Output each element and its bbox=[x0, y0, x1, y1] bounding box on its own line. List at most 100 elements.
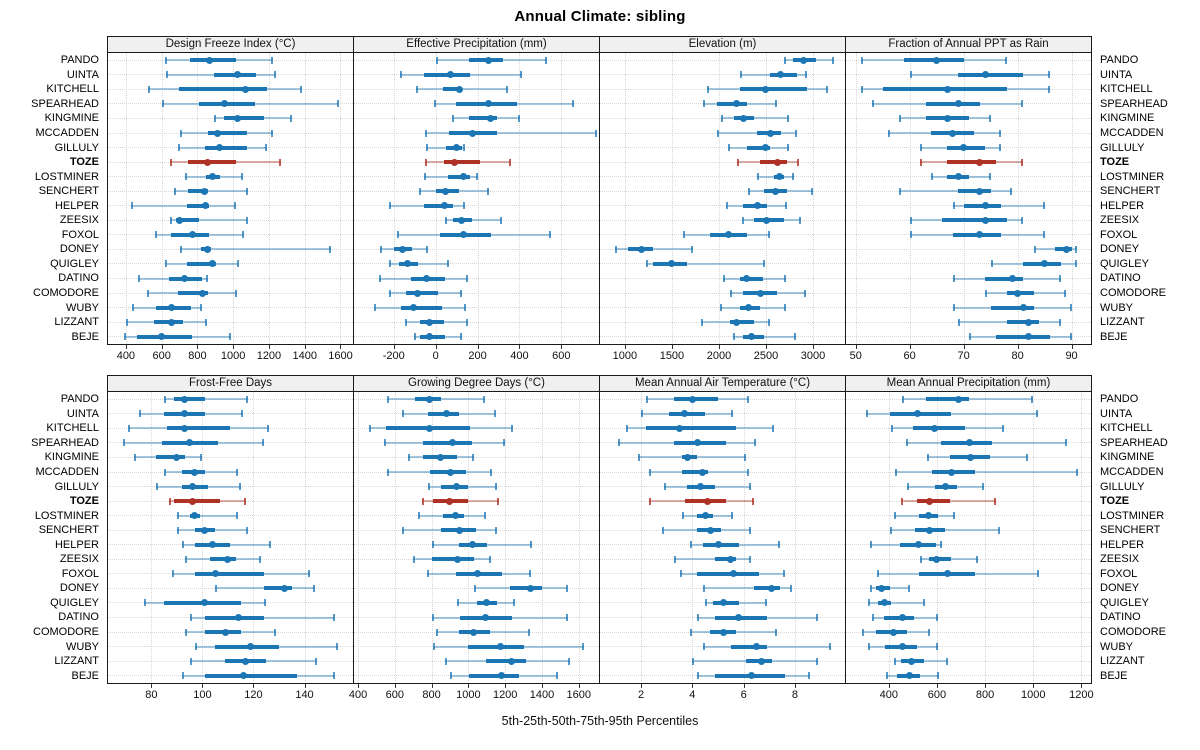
median-dot bbox=[914, 410, 922, 418]
median-dot bbox=[173, 453, 181, 461]
site-label-right: KINGMINE bbox=[1100, 451, 1155, 464]
whisker-cap-5th bbox=[900, 497, 903, 505]
h-gridline bbox=[846, 292, 1091, 294]
whisker-cap-5th bbox=[871, 614, 874, 622]
h-gridline bbox=[846, 587, 1091, 589]
tick-mark bbox=[1071, 345, 1073, 349]
x-axis: 400 600 800 1000 1200 1400 1600 bbox=[349, 684, 600, 709]
site-label-right: FOXOL bbox=[1100, 567, 1138, 580]
median-dot bbox=[960, 144, 968, 152]
h-gridline bbox=[108, 486, 353, 488]
whisker-cap-5th bbox=[123, 439, 126, 447]
whisker-cap-95th bbox=[462, 144, 465, 152]
median-dot bbox=[772, 187, 780, 195]
median-dot bbox=[1041, 260, 1049, 268]
whisker-cap-95th bbox=[483, 512, 486, 520]
median-dot bbox=[898, 614, 906, 622]
whisker-cap-95th bbox=[307, 570, 310, 578]
whisker-cap-95th bbox=[784, 275, 787, 283]
whisker-cap-95th bbox=[785, 202, 788, 210]
whisker-cap-95th bbox=[269, 541, 272, 549]
whisker-cap-5th bbox=[740, 71, 743, 79]
whisker-cap-95th bbox=[266, 424, 269, 432]
tick-mark bbox=[1081, 684, 1083, 688]
median-dot bbox=[676, 424, 684, 432]
median-dot bbox=[965, 439, 973, 447]
whisker-cap-5th bbox=[646, 395, 649, 403]
h-gridline bbox=[846, 631, 1091, 633]
x-axis: 2 4 6 8 bbox=[599, 684, 846, 709]
tick-mark bbox=[963, 345, 965, 349]
whisker-cap-95th bbox=[1069, 304, 1072, 312]
h-gridline bbox=[354, 500, 599, 502]
median-dot bbox=[926, 526, 934, 534]
whisker-cap-5th bbox=[985, 289, 988, 297]
whisker-cap-5th bbox=[156, 483, 159, 491]
whisker-5-95 bbox=[869, 587, 911, 590]
tick-mark bbox=[985, 684, 987, 688]
whisker-cap-95th bbox=[746, 468, 749, 476]
whisker-cap-95th bbox=[786, 114, 789, 122]
median-dot bbox=[455, 526, 463, 534]
h-gridline bbox=[846, 617, 1091, 619]
median-dot bbox=[688, 395, 696, 403]
whisker-cap-95th bbox=[731, 410, 734, 418]
median-dot bbox=[943, 85, 951, 93]
median-dot bbox=[199, 289, 207, 297]
whisker-cap-95th bbox=[1026, 453, 1029, 461]
iqr-bar-25-75 bbox=[204, 673, 297, 678]
tick-mark bbox=[888, 684, 890, 688]
whisker-cap-95th bbox=[503, 439, 506, 447]
whisker-cap-95th bbox=[749, 526, 752, 534]
whisker-5-95 bbox=[164, 398, 249, 401]
whisker-cap-95th bbox=[1002, 424, 1005, 432]
site-label-right: QUIGLEY bbox=[1100, 257, 1149, 270]
v-gridline bbox=[578, 392, 580, 683]
median-dot bbox=[167, 304, 175, 312]
whisker-cap-95th bbox=[315, 657, 318, 665]
iqr-bar-25-75 bbox=[174, 397, 205, 402]
whisker-cap-5th bbox=[182, 672, 184, 680]
median-dot bbox=[468, 541, 476, 549]
whisker-cap-5th bbox=[906, 483, 909, 491]
median-dot bbox=[442, 410, 450, 418]
whisker-5-95 bbox=[721, 117, 789, 120]
whisker-cap-95th bbox=[333, 614, 336, 622]
whisker-cap-5th bbox=[407, 453, 410, 461]
whisker-cap-95th bbox=[246, 526, 249, 534]
iqr-bar-25-75 bbox=[431, 557, 474, 562]
whisker-cap-5th bbox=[905, 439, 908, 447]
whisker-cap-95th bbox=[233, 202, 236, 210]
v-gridline bbox=[431, 392, 433, 683]
whisker-cap-95th bbox=[811, 187, 814, 195]
whisker-cap-95th bbox=[791, 173, 794, 181]
whisker-cap-5th bbox=[702, 643, 705, 651]
whisker-cap-5th bbox=[184, 628, 187, 636]
site-label-left: LOSTMINER bbox=[34, 509, 99, 522]
iqr-bar-25-75 bbox=[985, 276, 1023, 281]
h-gridline bbox=[108, 471, 353, 473]
whisker-cap-95th bbox=[805, 71, 808, 79]
whisker-5-95 bbox=[702, 645, 831, 648]
v-gridline bbox=[718, 53, 720, 344]
whisker-cap-5th bbox=[702, 584, 705, 592]
x-axis: 400 600 800 1000 1200 bbox=[845, 684, 1094, 709]
tick-mark bbox=[671, 345, 673, 349]
whisker-cap-95th bbox=[1069, 333, 1072, 341]
iqr-bar-25-75 bbox=[210, 557, 236, 562]
site-label-left: PANDO bbox=[60, 393, 99, 406]
median-dot bbox=[1019, 304, 1027, 312]
tick-mark bbox=[1017, 345, 1019, 349]
whisker-cap-5th bbox=[424, 173, 427, 181]
whisker-cap-95th bbox=[1047, 85, 1050, 93]
whisker-cap-5th bbox=[396, 231, 399, 239]
tick-label: 600 bbox=[152, 350, 171, 362]
whisker-cap-5th bbox=[697, 614, 700, 622]
median-dot bbox=[747, 672, 755, 680]
site-label-right: TOZE bbox=[1100, 156, 1130, 169]
whisker-cap-95th bbox=[565, 614, 568, 622]
whisker-cap-5th bbox=[894, 468, 897, 476]
whisker-cap-95th bbox=[999, 144, 1002, 152]
whisker-cap-5th bbox=[701, 318, 704, 326]
